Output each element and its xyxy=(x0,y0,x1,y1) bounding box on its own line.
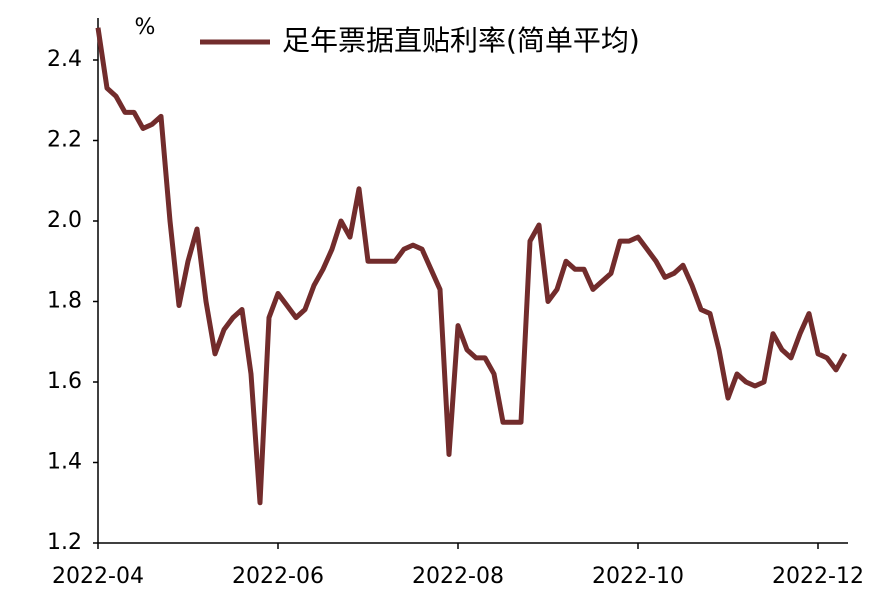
x-tick-label: 2022-10 xyxy=(592,564,684,589)
legend-label: 足年票据直贴利率(简单平均) xyxy=(282,24,640,57)
x-tick-label: 2022-12 xyxy=(772,564,864,589)
y-tick-label: 1.2 xyxy=(47,530,82,555)
y-tick-label: 1.8 xyxy=(47,289,82,314)
x-tick-label: 2022-04 xyxy=(52,564,144,589)
unit-label: % xyxy=(135,15,156,40)
y-tick-label: 1.4 xyxy=(47,450,82,475)
x-tick-label: 2022-08 xyxy=(412,564,504,589)
y-tick-label: 2.2 xyxy=(47,128,82,153)
y-tick-label: 2.4 xyxy=(47,47,82,72)
y-tick-label: 1.6 xyxy=(47,369,82,394)
x-tick-label: 2022-06 xyxy=(232,564,324,589)
data-line xyxy=(95,27,848,506)
y-tick-label: 2.0 xyxy=(47,208,82,233)
